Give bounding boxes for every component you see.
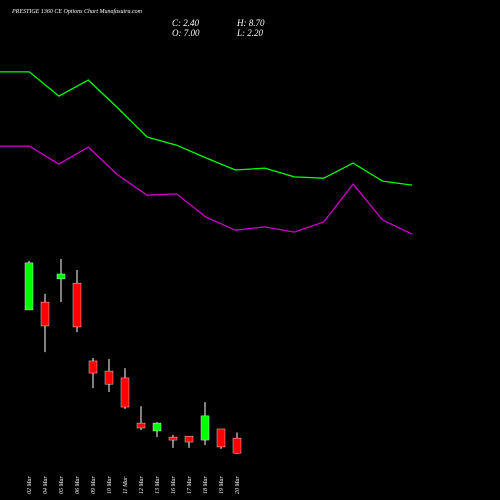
open-info: O: 7.00 bbox=[172, 28, 200, 38]
candle-body bbox=[184, 435, 194, 443]
x-tick-label: 04 Mar bbox=[42, 476, 49, 494]
candle-body bbox=[232, 437, 242, 454]
x-tick-label: 17 Mar bbox=[187, 476, 193, 494]
indicator-line bbox=[0, 71, 413, 186]
candle-body bbox=[120, 377, 130, 408]
x-tick-label: 18 Mar bbox=[203, 476, 209, 494]
x-tick-label: 13 Mar bbox=[155, 476, 161, 494]
chart-title: PRESTIGE 1360 CE Options Chart Munafasut… bbox=[11, 8, 143, 15]
x-tick-label: 20 Mar bbox=[235, 476, 241, 494]
candle-body bbox=[56, 273, 66, 280]
candle-body bbox=[168, 436, 178, 441]
high-info: H: 8.70 bbox=[236, 18, 265, 28]
x-tick-label: 16 Mar bbox=[171, 476, 177, 494]
x-tick-label: 09 Mar bbox=[91, 476, 97, 494]
x-tick-label: 11 Mar bbox=[123, 476, 129, 494]
x-tick-label: 05 Mar bbox=[59, 476, 65, 494]
candle-body bbox=[152, 422, 162, 432]
candle-body bbox=[136, 422, 146, 429]
x-tick-label: 10 Mar bbox=[107, 476, 113, 494]
candle-body bbox=[200, 415, 210, 441]
low-info: L: 2.20 bbox=[236, 28, 264, 38]
close-info: C: 2.40 bbox=[172, 18, 200, 28]
x-tick-label: 06 Mar bbox=[75, 476, 81, 494]
candle-body bbox=[24, 262, 34, 311]
candle-body bbox=[88, 360, 98, 374]
x-tick-label: 02 Mar bbox=[27, 476, 33, 494]
x-tick-label: 12 Mar bbox=[139, 476, 145, 494]
candle-body bbox=[104, 370, 114, 385]
candle-body bbox=[72, 282, 82, 328]
candle-body bbox=[216, 428, 226, 448]
x-tick-label: 19 Mar bbox=[219, 476, 225, 494]
indicator-line bbox=[0, 145, 413, 235]
candle-body bbox=[40, 301, 50, 327]
